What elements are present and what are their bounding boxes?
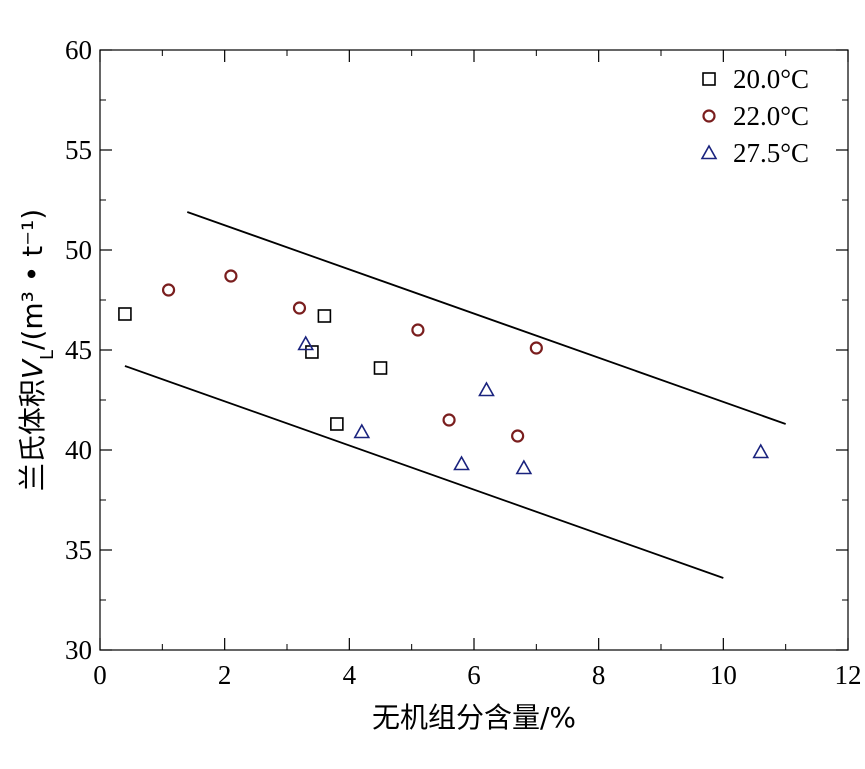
y-tick-label: 45 [65, 335, 92, 365]
triangle-point [515, 459, 533, 475]
x-axis-label: 无机组分含量/% [372, 701, 576, 734]
x-tick-label: 6 [467, 660, 481, 690]
legend-label: 20.0°C [733, 64, 809, 94]
square-point [305, 345, 319, 359]
y-tick-label: 35 [65, 535, 92, 565]
square-point [373, 361, 388, 375]
x-tick-label: 2 [218, 660, 232, 690]
x-tick-label: 4 [343, 660, 357, 690]
envelope-lines [124, 211, 786, 579]
square-point [118, 307, 132, 321]
triangle-point [353, 423, 371, 439]
y-tick-label: 55 [65, 135, 92, 165]
axes: 0 2 4 6 8 10 12 30 35 40 45 50 55 60 [65, 35, 862, 690]
circle-point [224, 269, 238, 283]
y-tick-label: 60 [65, 35, 92, 65]
legend-circle-marker [702, 109, 716, 123]
circle-point [442, 413, 456, 427]
square-point [317, 309, 332, 323]
triangle-point [453, 455, 470, 471]
x-tick-label: 12 [835, 660, 862, 690]
circle-point [411, 323, 425, 337]
y-tick-label: 50 [65, 235, 92, 265]
x-tick-label: 10 [710, 660, 737, 690]
envelope-line [124, 365, 724, 579]
x-tick-label: 0 [93, 660, 107, 690]
square-point [330, 417, 344, 431]
legend: 20.0°C 22.0°C 27.5°C [700, 64, 809, 168]
triangle-point [478, 381, 495, 397]
envelope-line [186, 211, 786, 425]
triangle-point [297, 335, 315, 351]
circle-point [511, 429, 525, 443]
data-points [118, 269, 770, 475]
legend-label: 27.5°C [733, 138, 809, 168]
legend-square-marker [702, 72, 716, 86]
circle-point [292, 301, 307, 315]
circle-point [529, 341, 543, 355]
y-tick-label: 40 [65, 435, 92, 465]
circle-point [161, 283, 176, 297]
triangle-point [752, 443, 770, 459]
legend-triangle-marker [700, 144, 718, 160]
y-axis-label: 兰氏体积VL/(m³ • t⁻¹) [16, 209, 58, 491]
y-tick-label: 30 [65, 635, 92, 665]
x-tick-label: 8 [592, 660, 606, 690]
legend-label: 22.0°C [733, 101, 809, 131]
